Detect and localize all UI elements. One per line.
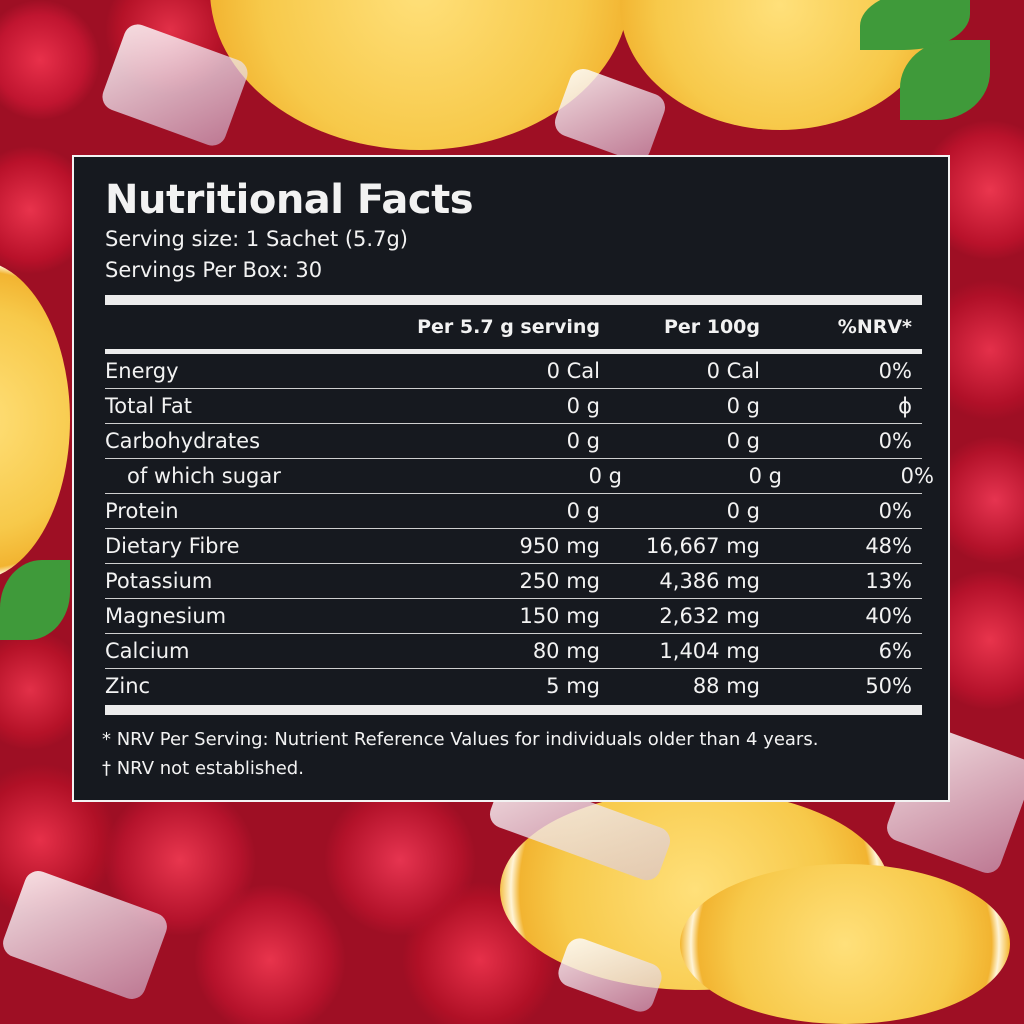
per-100g-value: 0 g [726,429,760,453]
per-serving-value: 150 mg [519,604,600,628]
per-serving-value: 5 mg [546,674,600,698]
nrv-value: 0% [878,499,912,523]
divider [105,349,922,354]
per-100g-value: 0 g [726,394,760,418]
nutrition-facts-panel: Nutritional Facts Serving size: 1 Sachet… [72,155,950,802]
per-serving-value: 0 g [566,499,600,523]
per-serving-value: 0 g [588,464,622,488]
divider [105,705,922,715]
nutrient-name: Total Fat [105,394,192,418]
per-serving-value: 250 mg [519,569,600,593]
per-serving-value: 0 Cal [546,359,600,383]
nutrient-name: Carbohydrates [105,429,261,453]
nutrient-name: Dietary Fibre [105,534,240,558]
lemon-slice [680,864,1010,1024]
nutrition-table: Per 5.7 g serving Per 100g %NRV* Energy 0… [105,295,934,715]
nrv-value: 6% [878,639,912,663]
mint-leaf [0,560,70,640]
label-title: Nutritional Facts [105,177,474,223]
nrv-value: 0% [878,359,912,383]
per-serving-value: 950 mg [519,534,600,558]
table-header: Per 5.7 g serving Per 100g %NRV* [105,305,922,349]
column-header: Per 5.7 g serving [417,316,600,338]
nutrient-name: of which sugar [127,464,281,488]
nrv-value: ϕ [898,394,912,418]
nutrient-name: Energy [105,359,179,383]
column-header: %NRV* [837,316,912,338]
per-100g-value: 2,632 mg [659,604,760,628]
per-100g-value: 0 g [748,464,782,488]
column-header: Per 100g [663,316,760,338]
table-row: Total Fat 0 g 0 g ϕ [105,389,922,424]
table-row: Potassium 250 mg 4,386 mg 13% [105,564,922,599]
nrv-value: 13% [865,569,912,593]
table-row: Magnesium 150 mg 2,632 mg 40% [105,599,922,634]
nrv-value: 48% [865,534,912,558]
nutrient-name: Zinc [105,674,151,698]
nutrient-name: Calcium [105,639,190,663]
per-100g-value: 0 Cal [706,359,760,383]
nutrient-name: Potassium [105,569,213,593]
table-row: Zinc 5 mg 88 mg 50% [105,669,922,703]
nrv-value: 0% [900,464,934,488]
per-100g-value: 0 g [726,499,760,523]
nrv-value: 50% [865,674,912,698]
ice-cube [0,867,171,1003]
nrv-value: 40% [865,604,912,628]
table-row: of which sugar 0 g 0 g 0% [105,459,934,494]
footnote-nrv: * NRV Per Serving: Nutrient Reference Va… [102,729,819,750]
servings-per-box: Servings Per Box: 30 [105,258,323,282]
nutrient-name: Magnesium [105,604,227,628]
per-serving-value: 80 mg [532,639,600,663]
table-row: Dietary Fibre 950 mg 16,667 mg 48% [105,529,922,564]
lemon-slice [0,260,70,580]
footnote-not-established: † NRV not established. [102,758,304,779]
per-serving-value: 0 g [566,394,600,418]
divider [105,295,922,305]
per-100g-value: 4,386 mg [659,569,760,593]
nutrient-name: Protein [105,499,179,523]
table-row: Carbohydrates 0 g 0 g 0% [105,424,922,459]
per-100g-value: 88 mg [692,674,760,698]
table-row: Energy 0 Cal 0 Cal 0% [105,354,922,389]
per-100g-value: 1,404 mg [659,639,760,663]
table-row: Protein 0 g 0 g 0% [105,494,922,529]
table-row: Calcium 80 mg 1,404 mg 6% [105,634,922,669]
serving-size: Serving size: 1 Sachet (5.7g) [105,227,408,251]
nrv-value: 0% [878,429,912,453]
per-100g-value: 16,667 mg [646,534,760,558]
per-serving-value: 0 g [566,429,600,453]
